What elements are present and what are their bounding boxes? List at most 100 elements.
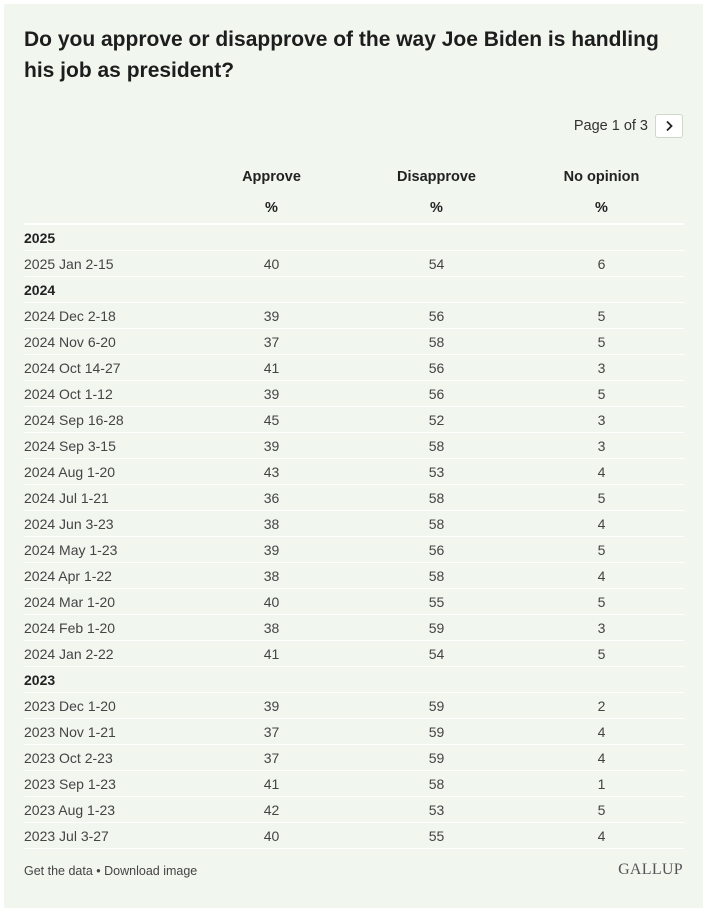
cell-disapprove: 56 [354, 536, 519, 563]
get-data-link[interactable]: Get the data [24, 864, 93, 878]
row-date-label: 2024 Oct 14-27 [24, 354, 189, 381]
year-group-label: 2023 [24, 666, 684, 693]
cell-approve: 37 [189, 328, 354, 355]
cell-disapprove: 54 [354, 640, 519, 667]
row-date-label: 2024 Mar 1-20 [24, 588, 189, 615]
table-row: 2023 Nov 1-21 37 59 4 [24, 718, 684, 745]
table-row: 2024 Dec 2-18 39 56 5 [24, 302, 684, 329]
unit-blank [24, 192, 189, 225]
table-row: 2024 Sep 3-15 39 58 3 [24, 432, 684, 459]
cell-no-opinion: 1 [519, 770, 684, 797]
cell-approve: 39 [189, 692, 354, 719]
cell-no-opinion: 5 [519, 302, 684, 329]
table-row: 2024 Jul 1-21 36 58 5 [24, 484, 684, 511]
row-date-label: 2023 Oct 2-23 [24, 744, 189, 771]
table-row: 2024 May 1-23 39 56 5 [24, 536, 684, 563]
table-row: 2023 Jul 3-27 40 55 4 [24, 822, 684, 849]
cell-no-opinion: 4 [519, 458, 684, 485]
cell-no-opinion: 4 [519, 822, 684, 849]
cell-approve: 40 [189, 822, 354, 849]
cell-approve: 41 [189, 640, 354, 667]
row-date-label: 2023 Sep 1-23 [24, 770, 189, 797]
cell-no-opinion: 5 [519, 328, 684, 355]
unit-row: % % % [24, 192, 684, 225]
data-table: Approve Disapprove No opinion % % % 2025… [24, 161, 684, 849]
cell-disapprove: 59 [354, 744, 519, 771]
row-date-label: 2024 Feb 1-20 [24, 614, 189, 641]
row-date-label: 2024 Jul 1-21 [24, 484, 189, 511]
cell-disapprove: 58 [354, 770, 519, 797]
year-group-label: 2024 [24, 276, 684, 303]
row-date-label: 2023 Dec 1-20 [24, 692, 189, 719]
row-date-label: 2024 Apr 1-22 [24, 562, 189, 589]
row-date-label: 2024 Sep 3-15 [24, 432, 189, 459]
cell-disapprove: 52 [354, 406, 519, 433]
cell-no-opinion: 5 [519, 380, 684, 407]
cell-disapprove: 53 [354, 796, 519, 823]
cell-no-opinion: 5 [519, 588, 684, 615]
cell-no-opinion: 4 [519, 744, 684, 771]
chart-card: Do you approve or disapprove of the way … [4, 4, 703, 908]
cell-no-opinion: 3 [519, 354, 684, 381]
cell-approve: 42 [189, 796, 354, 823]
footer-separator: • [92, 864, 105, 878]
cell-disapprove: 58 [354, 328, 519, 355]
cell-disapprove: 55 [354, 588, 519, 615]
cell-no-opinion: 2 [519, 692, 684, 719]
cell-no-opinion: 5 [519, 536, 684, 563]
table-row: 2024 Aug 1-20 43 53 4 [24, 458, 684, 485]
unit-no-opinion: % [519, 192, 684, 225]
row-date-label: 2023 Jul 3-27 [24, 822, 189, 849]
cell-disapprove: 58 [354, 562, 519, 589]
cell-disapprove: 54 [354, 250, 519, 277]
column-header-disapprove: Disapprove [397, 168, 476, 185]
cell-approve: 40 [189, 250, 354, 277]
row-date-label: 2024 Sep 16-28 [24, 406, 189, 433]
table-row: 2024 Apr 1-22 38 58 4 [24, 562, 684, 589]
cell-approve: 39 [189, 302, 354, 329]
row-date-label: 2023 Nov 1-21 [24, 718, 189, 745]
column-header-approve: Approve [242, 168, 301, 185]
cell-approve: 38 [189, 614, 354, 641]
cell-disapprove: 55 [354, 822, 519, 849]
cell-no-opinion: 5 [519, 640, 684, 667]
row-date-label: 2024 Jan 2-22 [24, 640, 189, 667]
row-date-label: 2024 Jun 3-23 [24, 510, 189, 537]
cell-no-opinion: 4 [519, 562, 684, 589]
table-row: 2024 Feb 1-20 38 59 3 [24, 614, 684, 641]
cell-disapprove: 59 [354, 692, 519, 719]
table-row: 2024 Mar 1-20 40 55 5 [24, 588, 684, 615]
table-row: 2024 Oct 1-12 39 56 5 [24, 380, 684, 407]
unit-disapprove: % [354, 192, 519, 225]
table-row: 2023 Aug 1-23 42 53 5 [24, 796, 684, 823]
table-row: 2024 Nov 6-20 37 58 5 [24, 328, 684, 355]
chart-title: Do you approve or disapprove of the way … [24, 28, 659, 82]
table-row: 2023 Sep 1-23 41 58 1 [24, 770, 684, 797]
table-row: 2025 Jan 2-15 40 54 6 [24, 250, 684, 277]
cell-no-opinion: 3 [519, 432, 684, 459]
cell-approve: 36 [189, 484, 354, 511]
download-image-link[interactable]: Download image [104, 864, 198, 878]
footer-links: Get the data • Download image [24, 864, 197, 878]
cell-no-opinion: 5 [519, 484, 684, 511]
year-group-label: 2025 [24, 224, 684, 251]
row-date-label: 2023 Aug 1-23 [24, 796, 189, 823]
cell-no-opinion: 5 [519, 796, 684, 823]
gallup-logo: GALLUP [618, 861, 683, 878]
row-date-label: 2024 Aug 1-20 [24, 458, 189, 485]
cell-approve: 39 [189, 536, 354, 563]
row-date-label: 2024 May 1-23 [24, 536, 189, 563]
header-blank [24, 161, 189, 192]
cell-no-opinion: 3 [519, 614, 684, 641]
cell-approve: 39 [189, 432, 354, 459]
table-row: 2024 Oct 14-27 41 56 3 [24, 354, 684, 381]
cell-no-opinion: 3 [519, 406, 684, 433]
cell-no-opinion: 4 [519, 718, 684, 745]
year-group-row: 2023 [24, 666, 684, 693]
cell-approve: 38 [189, 510, 354, 537]
cell-approve: 43 [189, 458, 354, 485]
cell-approve: 37 [189, 718, 354, 745]
next-page-button[interactable] [655, 114, 683, 138]
cell-approve: 39 [189, 380, 354, 407]
cell-no-opinion: 4 [519, 510, 684, 537]
